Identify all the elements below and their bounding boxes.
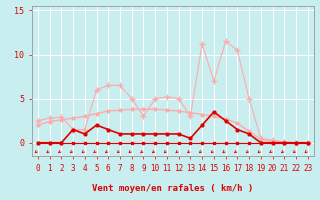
X-axis label: Vent moyen/en rafales ( km/h ): Vent moyen/en rafales ( km/h ) — [92, 184, 253, 193]
